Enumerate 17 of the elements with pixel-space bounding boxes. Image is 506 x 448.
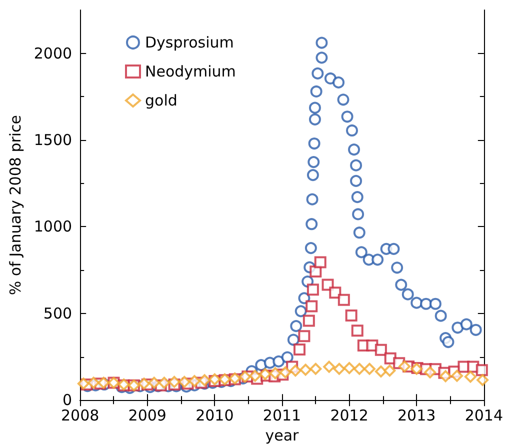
x-tick-label: 2009 [128,406,166,425]
x-tick-label: 2008 [60,406,100,425]
y-tick-label: 0 [62,391,72,410]
y-tick-label: 500 [43,304,72,322]
x-tick-label: 2014 [464,406,504,425]
legend-label: Neodymium [145,62,236,80]
y-axis-title: % of January 2008 price [6,114,24,296]
y-tick-label: 1500 [34,131,72,150]
legend-label: Dysprosium [145,34,234,52]
y-tick-label: 2000 [34,44,72,62]
x-tick-label: 2012 [330,406,368,425]
x-tick-label: 2010 [196,406,234,425]
y-tick-label: 1000 [34,218,72,236]
x-axis-title: year [265,426,300,444]
x-tick-label: 2011 [262,406,302,425]
legend-label: gold [145,92,178,110]
x-tick-label: 2013 [398,406,436,425]
